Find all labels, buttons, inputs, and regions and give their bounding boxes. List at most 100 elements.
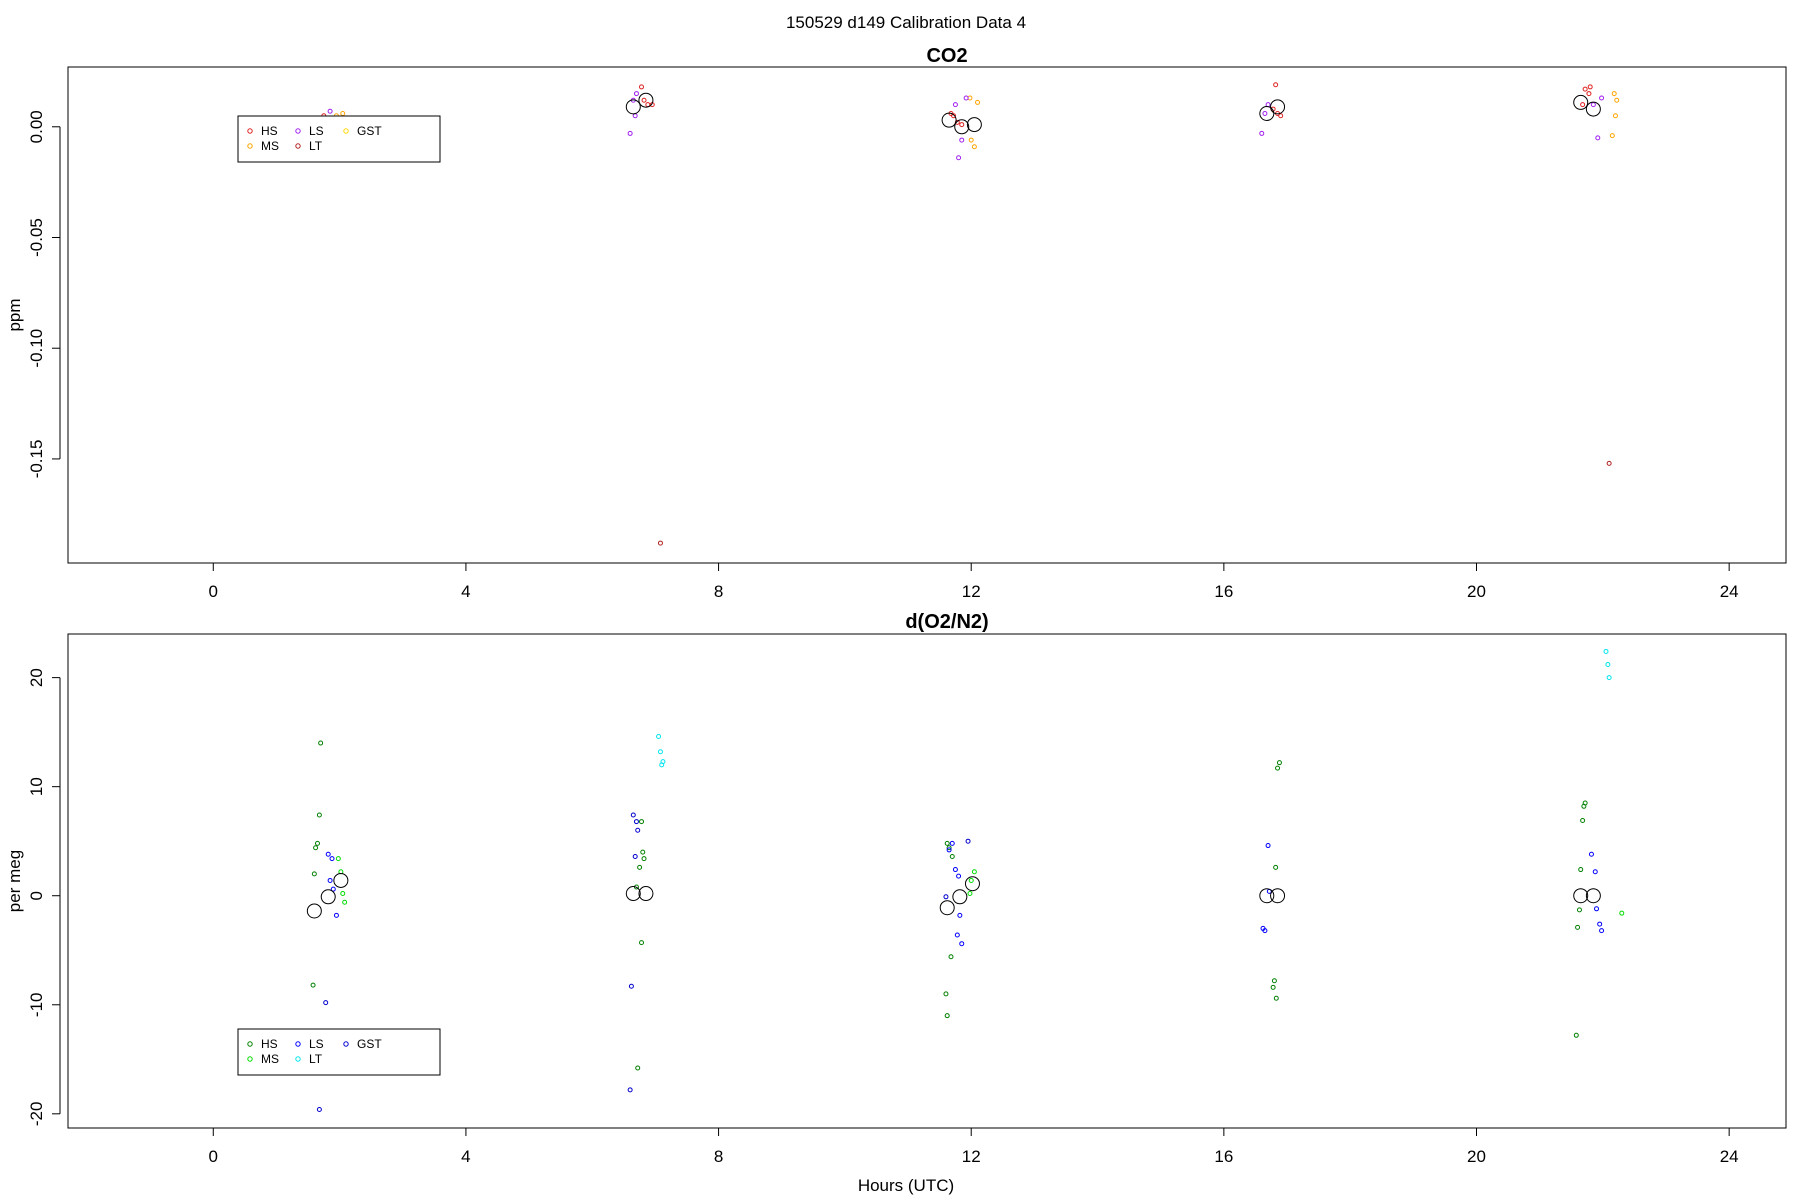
o2n2-point-ms [968, 877, 974, 883]
o2n2-point-ls [1597, 921, 1603, 927]
co2-legend-marker [247, 143, 253, 149]
co2-legend-label: LT [309, 139, 323, 153]
co2-point-mean [1573, 94, 1589, 110]
co2-point-ls [1262, 111, 1268, 116]
o2n2-point-hs [1276, 760, 1282, 766]
co2-y-tick-label: -0.05 [27, 218, 46, 257]
o2n2-legend-marker [247, 1056, 253, 1062]
o2n2-point-ls [954, 932, 960, 938]
co2-point-ls [327, 108, 333, 114]
o2n2-point-ls [1588, 851, 1594, 857]
o2n2-point-ms [967, 891, 973, 897]
co2-point-ms [975, 99, 981, 105]
co2-point-hs [1582, 86, 1588, 92]
figure-xlabel: Hours (UTC) [858, 1176, 954, 1195]
o2n2-point-hs [318, 740, 324, 746]
co2-y-tick-label: -0.10 [27, 329, 46, 368]
co2-point-ms [340, 111, 346, 116]
o2n2-point-gst [628, 983, 634, 989]
o2n2-x-tick-label: 4 [461, 1147, 470, 1166]
co2-legend-marker [295, 128, 301, 134]
o2n2-y-tick-label: 10 [27, 777, 46, 796]
o2n2-point-ls [956, 873, 962, 879]
o2n2-point-lt [657, 749, 663, 755]
co2-point-ms [1614, 97, 1620, 103]
co2-legend-label: MS [261, 139, 279, 153]
o2n2-point-hs [1581, 803, 1587, 809]
o2n2-point-ms [335, 856, 341, 862]
o2n2-point-hs [1273, 995, 1279, 1001]
co2-y-tick-label: -0.15 [27, 440, 46, 479]
o2n2-point-ls [330, 886, 336, 892]
co2-point-mean [1259, 106, 1275, 121]
o2n2-point-mean [1259, 888, 1275, 904]
co2-point-ls [1590, 102, 1596, 108]
o2n2-point-gst [627, 1087, 633, 1093]
o2n2-point-lt [1605, 662, 1611, 668]
o2n2-point-mean [1585, 888, 1601, 904]
o2n2-x-tick-label: 12 [962, 1147, 981, 1166]
o2n2-point-hs [1271, 978, 1277, 984]
o2n2-point-gst [943, 894, 949, 900]
o2n2-legend-label: MS [261, 1052, 279, 1066]
o2n2-point-ls [1599, 928, 1605, 934]
co2-point-hs [641, 97, 647, 103]
o2n2-point-mean [1270, 888, 1286, 904]
o2n2-point-hs [948, 954, 954, 960]
o2n2-point-lt [660, 759, 666, 765]
o2n2-point-hs [314, 840, 320, 846]
o2n2-point-hs [635, 1065, 641, 1071]
o2n2-point-ls [325, 851, 331, 857]
o2n2-point-hs [316, 812, 322, 818]
figure-suptitle: 150529 d149 Calibration Data 4 [786, 13, 1026, 32]
co2-point-mean [638, 92, 654, 108]
co2-panel: CO2 ppm 0 4 8 12 16 20 24 0.00 -0.05 -0.10 -0.15 HSMS… [5, 45, 1787, 601]
o2n2-point-mean [333, 872, 349, 888]
o2n2-y-tick-label: -10 [27, 992, 46, 1017]
o2n2-point-hs [949, 853, 955, 859]
co2-x-tick-label: 12 [962, 582, 981, 601]
o2n2-legend-marker [343, 1041, 349, 1047]
co2-point-ls [963, 95, 969, 101]
co2-point-ls [633, 91, 639, 97]
o2n2-point-ls [959, 941, 965, 947]
co2-point-hs [1587, 84, 1593, 90]
o2n2-x-tick-label: 0 [209, 1147, 218, 1166]
co2-x-tick-label: 0 [209, 582, 218, 601]
o2n2-ylabel: per meg [5, 850, 24, 912]
co2-point-ls [1595, 135, 1601, 141]
o2n2-point-gst [323, 1000, 329, 1006]
co2-point-ms [1609, 133, 1615, 139]
o2n2-point-ms [971, 869, 977, 875]
co2-y-tick-label: 0.00 [27, 110, 46, 143]
co2-x-tick-label: 4 [461, 582, 470, 601]
o2n2-point-hs [640, 849, 646, 855]
o2n2-point-hs [639, 819, 645, 825]
co2-x-tick-label: 8 [714, 582, 723, 601]
o2n2-point-mean [638, 886, 654, 902]
o2n2-point-gst [316, 1106, 322, 1112]
o2n2-legend-marker [247, 1041, 253, 1047]
co2-point-hs [639, 84, 645, 90]
o2n2-point-lt [1603, 648, 1609, 654]
o2n2-point-mean [625, 886, 641, 902]
o2n2-point-hs [1275, 765, 1281, 771]
o2n2-point-hs [639, 940, 645, 946]
o2n2-point-mean [964, 876, 980, 892]
o2n2-y-tick-label: 20 [27, 668, 46, 687]
o2n2-point-mean [952, 889, 968, 905]
o2n2-y-tick-label: 0 [27, 891, 46, 900]
co2-x-tick-label: 24 [1720, 582, 1739, 601]
o2n2-point-hs [1580, 817, 1586, 823]
o2n2-point-ms [340, 891, 346, 897]
o2n2-point-hs [311, 871, 317, 877]
o2n2-point-hs [310, 982, 316, 988]
o2n2-title: d(O2/N2) [905, 611, 988, 633]
co2-point-ls [1259, 130, 1265, 136]
o2n2-legend-marker [295, 1041, 301, 1047]
co2-point-hs [1580, 102, 1586, 108]
co2-legend-box [237, 115, 441, 163]
co2-point-hs [959, 122, 965, 128]
